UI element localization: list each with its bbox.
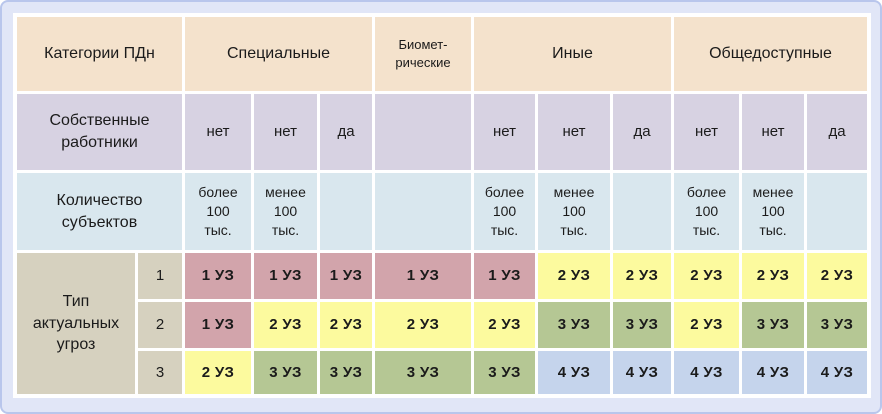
subject-count-cell: более 100 тыс.	[185, 173, 251, 250]
table-grid: Категории ПДн Специальные Биомет- рические…	[17, 17, 867, 394]
security-level-cell: 3 УЗ	[807, 302, 867, 348]
subject-count-cell: более 100 тыс.	[474, 173, 535, 250]
security-level-cell: 3 УЗ	[474, 351, 535, 394]
pdn-security-levels-table: Категории ПДн Специальные Биомет- рические…	[13, 13, 871, 398]
own-employees-cell: да	[320, 94, 372, 170]
security-level-cell: 2 УЗ	[674, 253, 739, 299]
own-employees-cell: да	[807, 94, 867, 170]
own-employees-cell: нет	[742, 94, 804, 170]
own-employees-cell: нет	[538, 94, 610, 170]
security-level-cell: 4 УЗ	[674, 351, 739, 394]
threat-type-number: 3	[138, 351, 182, 394]
security-level-cell: 1 УЗ	[474, 253, 535, 299]
subject-count-cell	[375, 173, 471, 250]
own-employees-cell: нет	[674, 94, 739, 170]
row-label-own-employees: Собственные работники	[17, 94, 182, 170]
security-level-cell: 1 УЗ	[320, 253, 372, 299]
own-employees-cell	[375, 94, 471, 170]
security-level-cell: 3 УЗ	[375, 351, 471, 394]
own-employees-cell: нет	[185, 94, 251, 170]
security-level-cell: 2 УЗ	[254, 302, 317, 348]
security-level-cell: 4 УЗ	[742, 351, 804, 394]
security-level-cell: 2 УЗ	[538, 253, 610, 299]
security-level-cell: 1 УЗ	[185, 302, 251, 348]
threat-type-number: 1	[138, 253, 182, 299]
security-level-cell: 4 УЗ	[613, 351, 671, 394]
security-level-cell: 2 УЗ	[613, 253, 671, 299]
security-level-cell: 3 УЗ	[320, 351, 372, 394]
subject-count-cell	[807, 173, 867, 250]
column-group-header: Специальные	[185, 17, 372, 91]
column-group-header: Иные	[474, 17, 671, 91]
security-level-cell: 4 УЗ	[538, 351, 610, 394]
security-level-cell: 2 УЗ	[375, 302, 471, 348]
subject-count-cell: менее 100 тыс.	[254, 173, 317, 250]
security-level-cell: 2 УЗ	[807, 253, 867, 299]
security-level-cell: 2 УЗ	[320, 302, 372, 348]
threat-type-number: 2	[138, 302, 182, 348]
corner-header-categories: Категории ПДн	[17, 17, 182, 91]
security-level-cell: 1 УЗ	[254, 253, 317, 299]
column-group-header: Биомет- рические	[375, 17, 471, 91]
subject-count-cell: менее 100 тыс.	[538, 173, 610, 250]
security-level-cell: 1 УЗ	[185, 253, 251, 299]
security-level-cell: 3 УЗ	[254, 351, 317, 394]
own-employees-cell: нет	[254, 94, 317, 170]
subject-count-cell	[613, 173, 671, 250]
subject-count-cell	[320, 173, 372, 250]
security-level-cell: 2 УЗ	[742, 253, 804, 299]
row-label-threat-type: Тип актуальных угроз	[17, 253, 135, 394]
row-label-subject-count: Количество субъектов	[17, 173, 182, 250]
security-level-cell: 3 УЗ	[742, 302, 804, 348]
security-level-cell: 1 УЗ	[375, 253, 471, 299]
own-employees-cell: нет	[474, 94, 535, 170]
security-level-cell: 2 УЗ	[674, 302, 739, 348]
subject-count-cell: более 100 тыс.	[674, 173, 739, 250]
own-employees-cell: да	[613, 94, 671, 170]
subject-count-cell: менее 100 тыс.	[742, 173, 804, 250]
security-level-cell: 3 УЗ	[613, 302, 671, 348]
security-level-cell: 2 УЗ	[474, 302, 535, 348]
column-group-header: Общедоступные	[674, 17, 867, 91]
security-level-cell: 4 УЗ	[807, 351, 867, 394]
security-level-cell: 2 УЗ	[185, 351, 251, 394]
security-level-cell: 3 УЗ	[538, 302, 610, 348]
